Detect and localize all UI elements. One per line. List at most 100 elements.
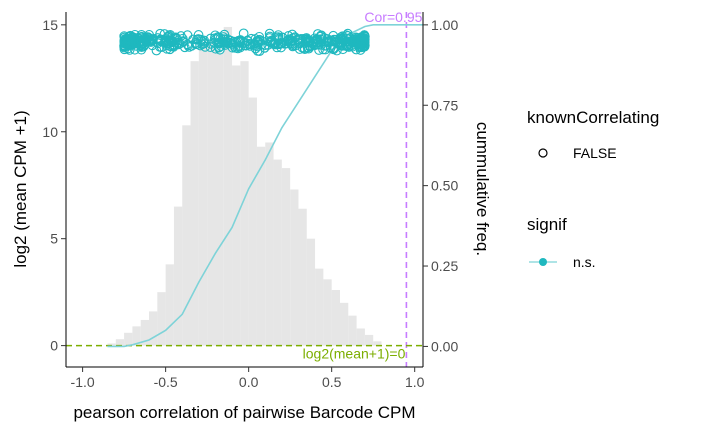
- data-point: [342, 36, 353, 47]
- legend-title-signif: signif: [527, 215, 567, 234]
- histogram-bar: [323, 279, 332, 346]
- legend-key-point: [539, 258, 547, 266]
- data-point: [233, 41, 244, 52]
- histogram-bar: [198, 46, 208, 346]
- histogram-bar: [265, 142, 274, 346]
- data-point: [273, 33, 284, 44]
- histogram-bar: [281, 168, 291, 346]
- data-point: [134, 36, 145, 47]
- x-tick-label: 0.0: [239, 374, 259, 390]
- data-point: [159, 29, 170, 39]
- data-point: [213, 32, 223, 42]
- y2-tick-label: 1.00: [431, 17, 458, 33]
- histogram-bar: [215, 52, 224, 346]
- legend-label-false: FALSE: [573, 145, 617, 161]
- data-point: [162, 32, 173, 43]
- y-tick-label: 5: [50, 231, 58, 247]
- x-tick-label: 0.5: [322, 374, 342, 390]
- scatter-points: [119, 28, 370, 56]
- histogram-bar: [157, 292, 166, 346]
- x-tick-label: -1.0: [71, 374, 95, 390]
- data-point: [355, 41, 365, 52]
- histogram-bar: [298, 208, 307, 346]
- histogram-bar: [339, 302, 349, 346]
- histogram-bar: [115, 339, 125, 346]
- data-point: [359, 31, 370, 41]
- data-point: [294, 37, 304, 48]
- data-point: [316, 40, 326, 50]
- data-point: [128, 36, 139, 46]
- y-axis-title: log2 (mean CPM +1): [11, 110, 30, 267]
- histogram-bar: [290, 189, 299, 346]
- annotation-zero: log2(mean+1)=0: [303, 346, 406, 362]
- data-point: [235, 35, 246, 45]
- data-point: [151, 45, 162, 56]
- y-tick-label: 10: [42, 124, 58, 140]
- data-point: [262, 36, 272, 46]
- histogram-bars: [107, 26, 382, 346]
- data-point: [344, 42, 354, 52]
- x-axis-title: pearson correlation of pairwise Barcode …: [73, 403, 415, 422]
- y2-tick-label: 0.75: [431, 97, 458, 113]
- histogram-bar: [248, 97, 257, 346]
- data-point: [329, 37, 340, 47]
- histogram-bar: [331, 290, 340, 346]
- data-point: [179, 42, 190, 53]
- data-point: [119, 35, 130, 46]
- legend-key-open-circle: [538, 148, 548, 158]
- histogram-bar: [273, 159, 282, 346]
- y-tick-label: 0: [50, 338, 58, 354]
- data-point: [196, 36, 206, 47]
- cumulative-curve: [107, 24, 423, 348]
- histogram-bar: [190, 61, 199, 346]
- legend-title-knowncorrelating: knownCorrelating: [527, 108, 659, 127]
- histogram-bar: [140, 319, 150, 346]
- annotation-cor: Cor=0.95: [364, 9, 422, 25]
- data-point: [146, 34, 156, 45]
- data-point: [352, 35, 363, 45]
- data-point: [316, 35, 327, 45]
- data-point: [219, 29, 230, 40]
- x-tick-label: -0.5: [154, 374, 178, 390]
- histogram-bar: [373, 341, 382, 346]
- data-point: [178, 37, 189, 47]
- histogram-bar: [124, 332, 133, 346]
- data-point: [314, 45, 324, 55]
- data-point: [143, 32, 153, 42]
- histogram-bar: [232, 65, 241, 346]
- legend: knownCorrelating FALSE signif n.s.: [527, 108, 659, 270]
- data-point: [215, 44, 225, 55]
- data-point: [161, 36, 171, 47]
- histogram-bar: [348, 315, 357, 346]
- data-point: [342, 28, 353, 39]
- x-tick-label: 1.0: [405, 374, 425, 390]
- data-point: [230, 38, 240, 48]
- histogram-bar: [173, 206, 183, 346]
- data-point: [214, 42, 224, 53]
- data-point: [244, 38, 254, 49]
- legend-label-ns: n.s.: [573, 254, 596, 270]
- data-point: [255, 36, 265, 46]
- data-point: [266, 36, 277, 47]
- histogram-bar: [149, 311, 158, 346]
- histogram-bar: [223, 26, 233, 346]
- histogram-bar: [306, 238, 316, 346]
- histogram-bar: [132, 326, 141, 346]
- histogram-bar: [364, 334, 374, 346]
- data-point: [307, 37, 318, 48]
- data-point: [184, 42, 195, 52]
- y2-tick-label: 0.25: [431, 258, 458, 274]
- data-point: [168, 41, 179, 52]
- histogram-bar: [256, 146, 266, 346]
- histogram-bar: [356, 328, 365, 346]
- data-point: [182, 30, 193, 40]
- y2-tick-label: 0.50: [431, 178, 458, 194]
- y-tick-label: 15: [42, 17, 58, 33]
- data-point: [122, 33, 132, 44]
- data-point: [210, 30, 221, 41]
- cumulative-line: [107, 24, 423, 348]
- data-point: [319, 37, 329, 47]
- histogram-bar: [182, 125, 191, 346]
- data-point: [136, 40, 146, 51]
